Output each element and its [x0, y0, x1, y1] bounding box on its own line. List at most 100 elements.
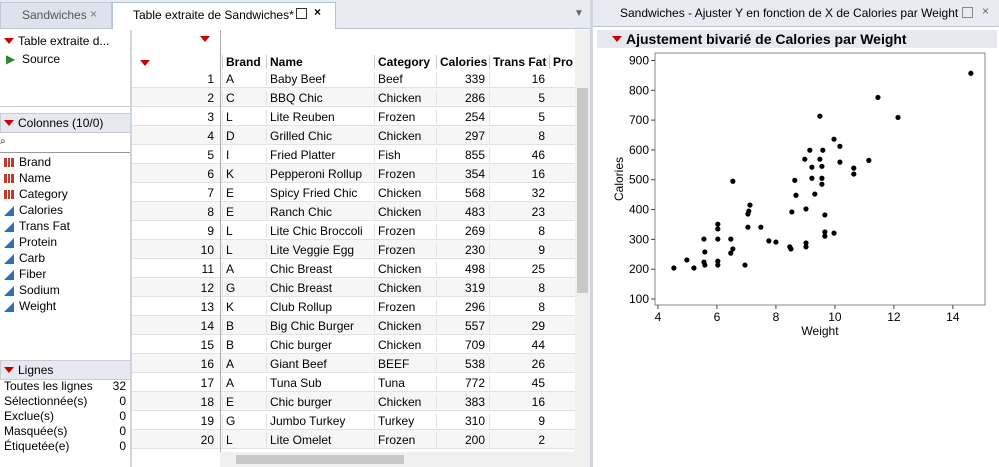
- point: [831, 136, 837, 142]
- continuous-icon: [4, 222, 14, 232]
- table-cell: 310: [436, 414, 488, 428]
- table-row-bg: [132, 183, 575, 202]
- table-row-bg: [132, 297, 575, 316]
- row-number[interactable]: 18: [200, 395, 214, 409]
- menu-icon[interactable]: ▼: [574, 8, 584, 19]
- row-number[interactable]: 16: [200, 357, 214, 371]
- point: [803, 206, 809, 212]
- column-name[interactable]: Protein: [19, 235, 58, 249]
- source-item[interactable]: Source: [22, 52, 61, 66]
- table-row-bg: [132, 316, 575, 335]
- row-number[interactable]: 17: [200, 376, 214, 390]
- table-cell: Frozen: [374, 167, 435, 181]
- y-tick-label: 400: [629, 203, 649, 217]
- row-number[interactable]: 12: [200, 281, 214, 295]
- row-number[interactable]: 15: [200, 338, 214, 352]
- row-number[interactable]: 20: [200, 433, 214, 447]
- red-triangle[interactable]: [140, 60, 150, 66]
- row-number[interactable]: 5: [207, 148, 214, 162]
- column-name[interactable]: Trans Fat: [19, 219, 70, 233]
- table-cell: 25: [489, 262, 548, 276]
- point: [715, 236, 721, 242]
- column-name[interactable]: Name: [19, 171, 52, 185]
- restore-icon[interactable]: [296, 8, 307, 19]
- column-name[interactable]: Weight: [19, 299, 57, 313]
- row-number[interactable]: 3: [207, 110, 214, 124]
- table-cell: Giant Beef: [266, 357, 373, 371]
- tab[interactable]: [0, 2, 112, 29]
- row-number[interactable]: 4: [207, 129, 214, 143]
- point: [702, 249, 708, 255]
- table-cell: L: [222, 110, 265, 124]
- table-cell: 855: [436, 148, 488, 162]
- y-tick-label: 900: [629, 53, 649, 67]
- scroll-thumb[interactable]: [236, 455, 404, 464]
- table-cell: G: [222, 281, 265, 295]
- nominal-icon: [4, 158, 14, 167]
- table-cell: 45: [489, 376, 548, 390]
- table-cell: 16: [489, 395, 548, 409]
- row-state-count: 0: [119, 439, 126, 453]
- red-triangle[interactable]: [4, 367, 14, 373]
- column-header[interactable]: Category: [374, 55, 435, 70]
- row-number[interactable]: 19: [200, 414, 214, 428]
- close-icon[interactable]: ×: [314, 5, 322, 19]
- point: [730, 246, 736, 252]
- row-number[interactable]: 6: [207, 167, 214, 181]
- column-name[interactable]: Fiber: [19, 267, 47, 281]
- row-number[interactable]: 8: [207, 205, 214, 219]
- table-cell: 269: [436, 224, 488, 238]
- point: [819, 181, 825, 187]
- row-number[interactable]: 1: [207, 72, 214, 86]
- point: [728, 250, 734, 256]
- column-name[interactable]: Carb: [19, 251, 46, 265]
- close-icon[interactable]: ×: [90, 7, 98, 21]
- table-cell: Frozen: [374, 243, 435, 257]
- row-number[interactable]: 11: [201, 262, 214, 276]
- row-number[interactable]: 7: [207, 186, 214, 200]
- close-icon[interactable]: ×: [982, 4, 990, 18]
- red-triangle[interactable]: [612, 36, 622, 42]
- table-cell: 296: [436, 300, 488, 314]
- column-header[interactable]: Calories: [436, 55, 488, 70]
- red-triangle[interactable]: [200, 36, 210, 42]
- table-cell: 9: [489, 414, 548, 428]
- table-cell: Baby Beef: [266, 72, 373, 86]
- table-cell: Ranch Chic: [266, 205, 373, 219]
- row-number[interactable]: 14: [200, 319, 214, 333]
- column-header[interactable]: Pro: [549, 55, 575, 70]
- column-header[interactable]: Brand: [222, 55, 265, 70]
- table-cell: 383: [436, 395, 488, 409]
- row-number[interactable]: 2: [207, 91, 214, 105]
- table-row-bg: [132, 392, 575, 411]
- table-cell: L: [222, 433, 265, 447]
- table-cell: K: [222, 167, 265, 181]
- column-header[interactable]: Name: [266, 55, 373, 70]
- point: [837, 159, 843, 165]
- table-cell: 319: [436, 281, 488, 295]
- nominal-icon: [4, 190, 14, 199]
- point: [895, 114, 901, 121]
- column-name[interactable]: Calories: [19, 203, 64, 217]
- splitter: [130, 30, 132, 467]
- table-cell: Spicy Fried Chic: [266, 186, 373, 200]
- row-number[interactable]: 13: [200, 300, 214, 314]
- column-name[interactable]: Category: [19, 187, 68, 201]
- red-triangle[interactable]: [4, 120, 14, 126]
- scroll-thumb[interactable]: [577, 88, 588, 293]
- y-tick-label: 300: [629, 232, 649, 246]
- table-cell: Lite Reuben: [266, 110, 373, 124]
- restore-icon[interactable]: [962, 7, 973, 18]
- column-name[interactable]: Brand: [19, 155, 52, 169]
- search-icon[interactable]: ⌕: [0, 136, 6, 147]
- tab-active[interactable]: [112, 2, 336, 29]
- x-tick-label: 14: [946, 310, 960, 324]
- column-header[interactable]: Trans Fat: [489, 55, 548, 70]
- column-name[interactable]: Sodium: [19, 283, 60, 297]
- red-triangle[interactable]: [4, 38, 14, 44]
- x-tick-label: 10: [828, 310, 842, 324]
- row-number[interactable]: 9: [207, 224, 214, 238]
- table-row-bg: [132, 278, 575, 297]
- row-number[interactable]: 10: [200, 243, 214, 257]
- table-row-bg: [132, 126, 575, 145]
